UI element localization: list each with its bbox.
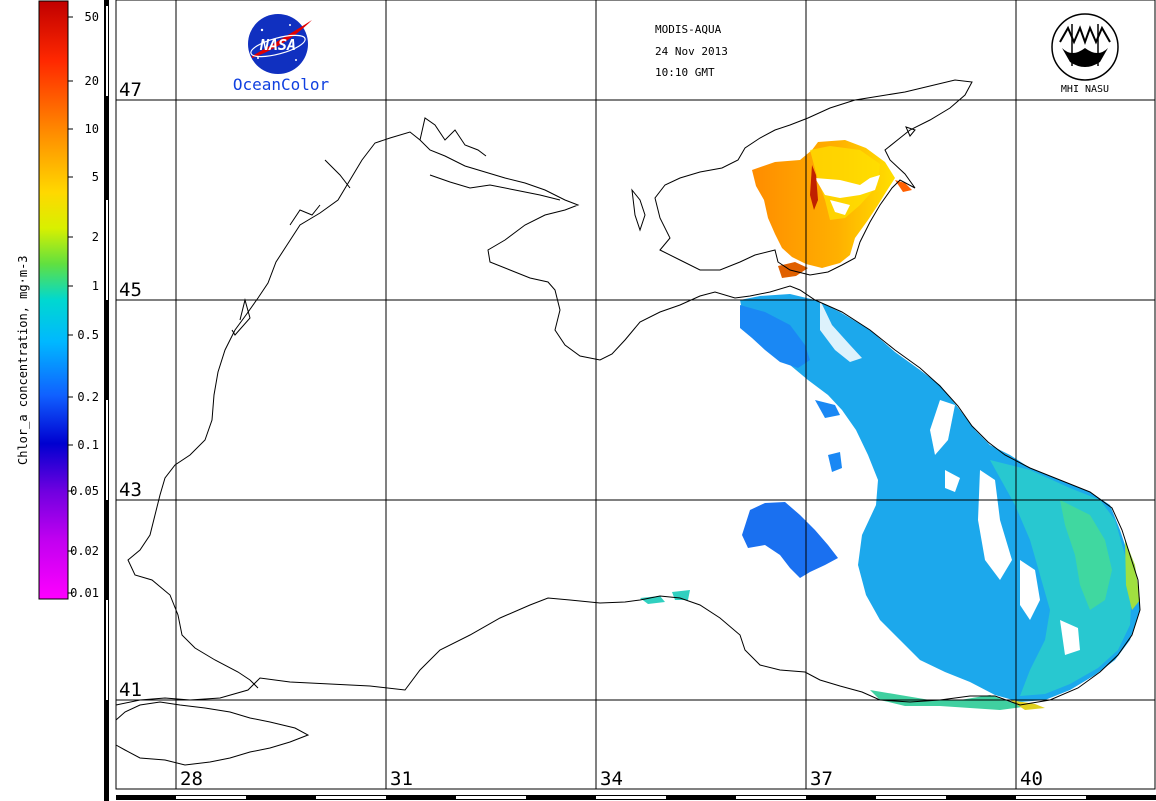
nasa-text: NASA <box>259 36 296 54</box>
longitude-labels: 28 31 34 37 40 <box>180 768 1043 790</box>
lat-label: 45 <box>119 279 142 301</box>
lon-label: 31 <box>390 768 413 790</box>
nasa-logo: NASA OceanColor <box>233 14 330 94</box>
colorbar-title: Chlor_a concentration, mg·m-3 <box>16 255 30 465</box>
latitude-labels: 47 45 43 41 <box>119 79 142 701</box>
mhi-logo: MHI NASU <box>1051 13 1119 95</box>
colorbar-tick-label: 0.5 <box>77 328 99 342</box>
lon-label: 40 <box>1020 768 1043 790</box>
colorbar-tick-label: 0.05 <box>70 484 99 498</box>
colorbar-tick-label: 2 <box>92 230 99 244</box>
lat-label: 41 <box>119 679 142 701</box>
colorbar-tick-label: 0.1 <box>77 438 99 452</box>
colorbar-tick-label: 0.01 <box>70 586 99 600</box>
colorbar-tick-label: 10 <box>85 122 99 136</box>
date-label: 24 Nov 2013 <box>655 45 728 58</box>
lon-label: 37 <box>810 768 833 790</box>
chlorophyll-data <box>640 140 1140 710</box>
mhi-text: MHI NASU <box>1061 84 1109 95</box>
colorbar-gradient <box>38 0 69 600</box>
map-frame <box>115 0 1156 790</box>
oceancolor-text: OceanColor <box>233 75 330 94</box>
colorbar-tick-label: 0.2 <box>77 390 99 404</box>
colorbar-tick-label: 1 <box>92 279 99 293</box>
time-label: 10:10 GMT <box>655 66 715 79</box>
bottom-ruler <box>116 795 1156 800</box>
lat-label: 47 <box>119 79 142 101</box>
lat-label: 43 <box>119 479 142 501</box>
coastline <box>115 79 1141 766</box>
lon-label: 34 <box>600 768 623 790</box>
grid <box>116 0 1155 789</box>
lon-label: 28 <box>180 768 203 790</box>
colorbar-ticks: 50 20 10 5 2 1 0.5 0.2 0.1 0.05 0.02 0.01 <box>68 10 99 600</box>
sensor-label: MODIS-AQUA <box>655 23 722 36</box>
colorbar-tick-label: 5 <box>92 170 99 184</box>
colorbar-tick-label: 0.02 <box>70 544 99 558</box>
colorbar-tick-label: 50 <box>85 10 99 24</box>
colorbar-tick-label: 20 <box>85 74 99 88</box>
